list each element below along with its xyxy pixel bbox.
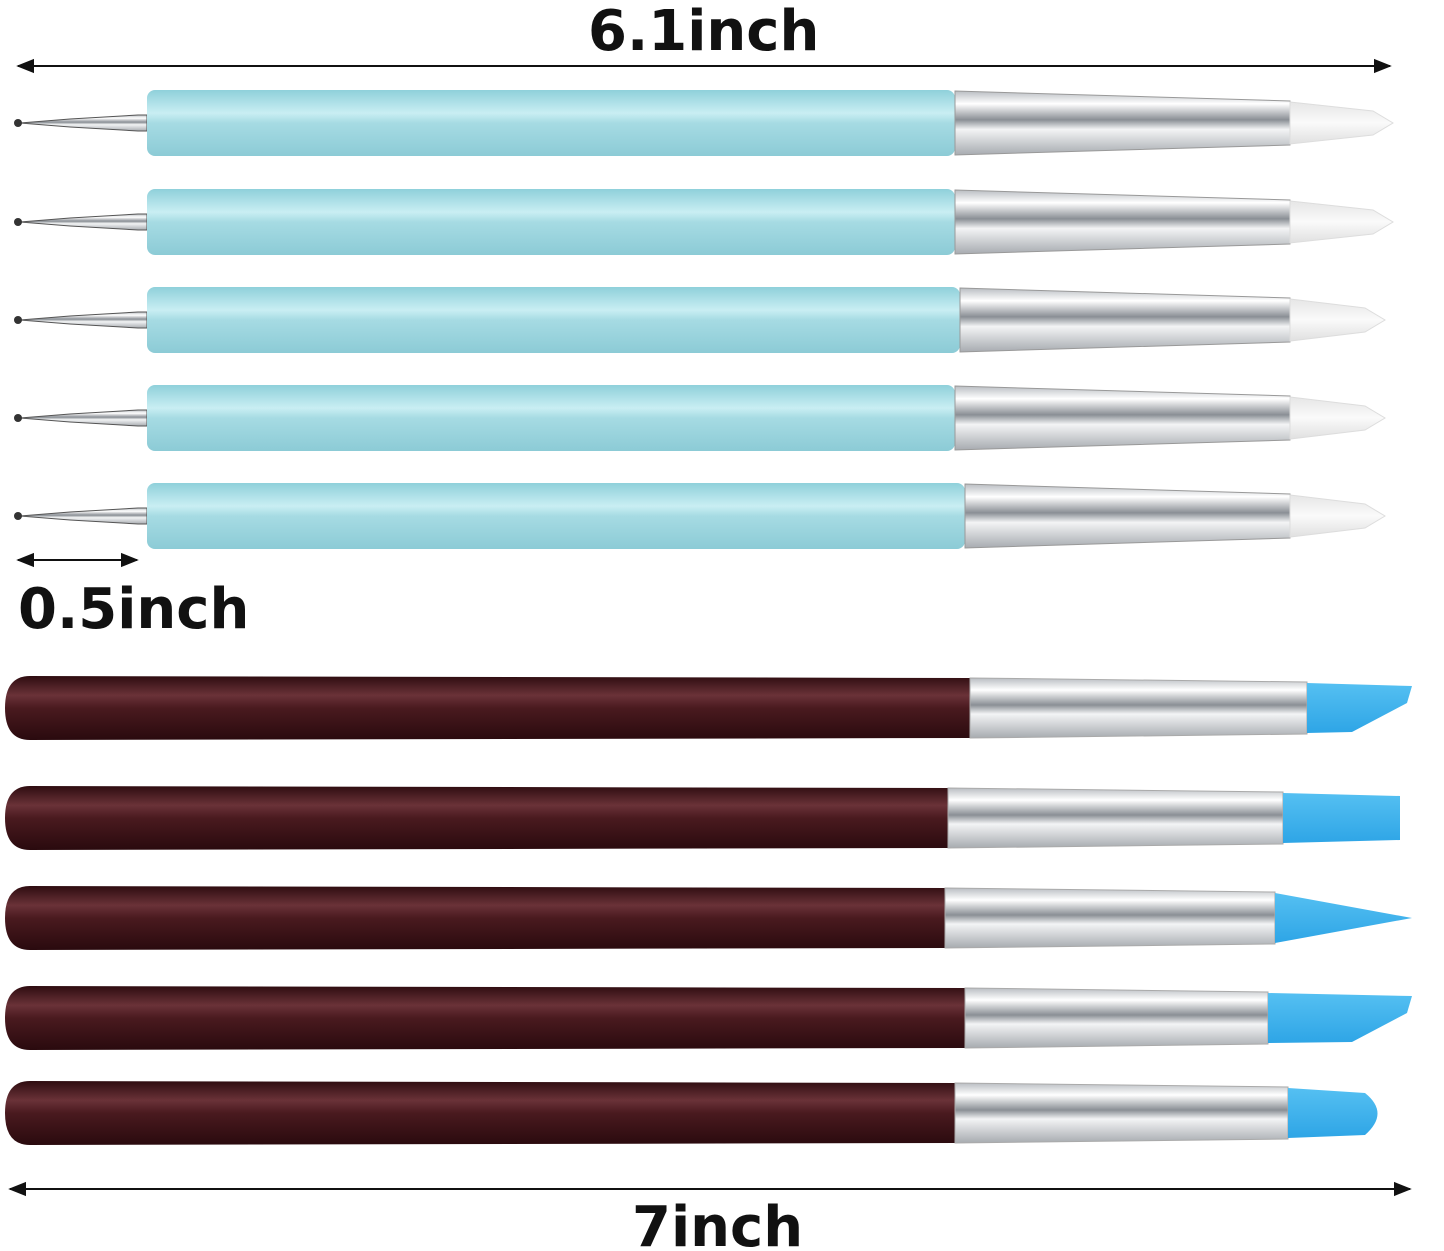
metal-ferrule xyxy=(954,1082,1289,1144)
metal-stylus-tip xyxy=(19,311,148,329)
ball-tip xyxy=(14,119,22,127)
white-silicone-tip xyxy=(1289,396,1386,440)
metal-stylus-tip xyxy=(19,409,148,427)
dotting-pen xyxy=(14,287,1386,353)
blue-handle xyxy=(147,287,960,353)
blue-handle xyxy=(147,385,955,451)
dotting-pen xyxy=(14,189,1394,255)
brown-handle xyxy=(5,786,948,850)
clay-shaper xyxy=(5,1081,1378,1145)
tip-length-label: 0.5inch xyxy=(18,577,250,642)
metal-ferrule xyxy=(954,90,1291,156)
blue-silicone-tip xyxy=(1307,683,1412,733)
clay-shaper xyxy=(5,986,1412,1050)
metal-ferrule xyxy=(947,787,1284,849)
white-silicone-tip xyxy=(1289,101,1394,145)
white-silicone-tip xyxy=(1289,298,1386,342)
blue-handle xyxy=(147,90,955,156)
brown-handle xyxy=(5,886,945,950)
dotting-pen xyxy=(14,90,1394,156)
metal-ferrule xyxy=(964,483,1291,549)
metal-ferrule xyxy=(954,385,1291,451)
ball-tip xyxy=(14,218,22,226)
top-length-label: 6.1inch xyxy=(588,0,820,64)
bottom-length-label: 7inch xyxy=(632,1195,804,1251)
ball-tip xyxy=(14,316,22,324)
brown-handle xyxy=(5,986,965,1050)
clay-shaper xyxy=(5,676,1412,740)
metal-ferrule xyxy=(944,887,1276,949)
blue-silicone-tip xyxy=(1268,993,1412,1043)
blue-silicone-tip xyxy=(1283,793,1400,843)
brown-handle xyxy=(5,676,970,740)
clay-shaper xyxy=(5,786,1400,850)
ball-tip xyxy=(14,512,22,520)
ball-tip xyxy=(14,414,22,422)
dotting-pen xyxy=(14,483,1386,549)
metal-stylus-tip xyxy=(19,213,148,231)
blue-handle xyxy=(147,483,965,549)
white-silicone-tip xyxy=(1289,200,1394,244)
metal-stylus-tip xyxy=(19,114,148,132)
brown-handle xyxy=(5,1081,955,1145)
metal-ferrule xyxy=(954,189,1291,255)
blue-silicone-tip xyxy=(1275,893,1412,943)
metal-ferrule xyxy=(964,987,1269,1049)
blue-silicone-tip xyxy=(1288,1088,1378,1138)
clay-shaper xyxy=(5,886,1412,950)
metal-ferrule xyxy=(959,287,1291,353)
metal-ferrule xyxy=(969,677,1308,739)
dotting-pen xyxy=(14,385,1386,451)
metal-stylus-tip xyxy=(19,507,148,525)
white-silicone-tip xyxy=(1289,494,1386,538)
blue-handle xyxy=(147,189,955,255)
